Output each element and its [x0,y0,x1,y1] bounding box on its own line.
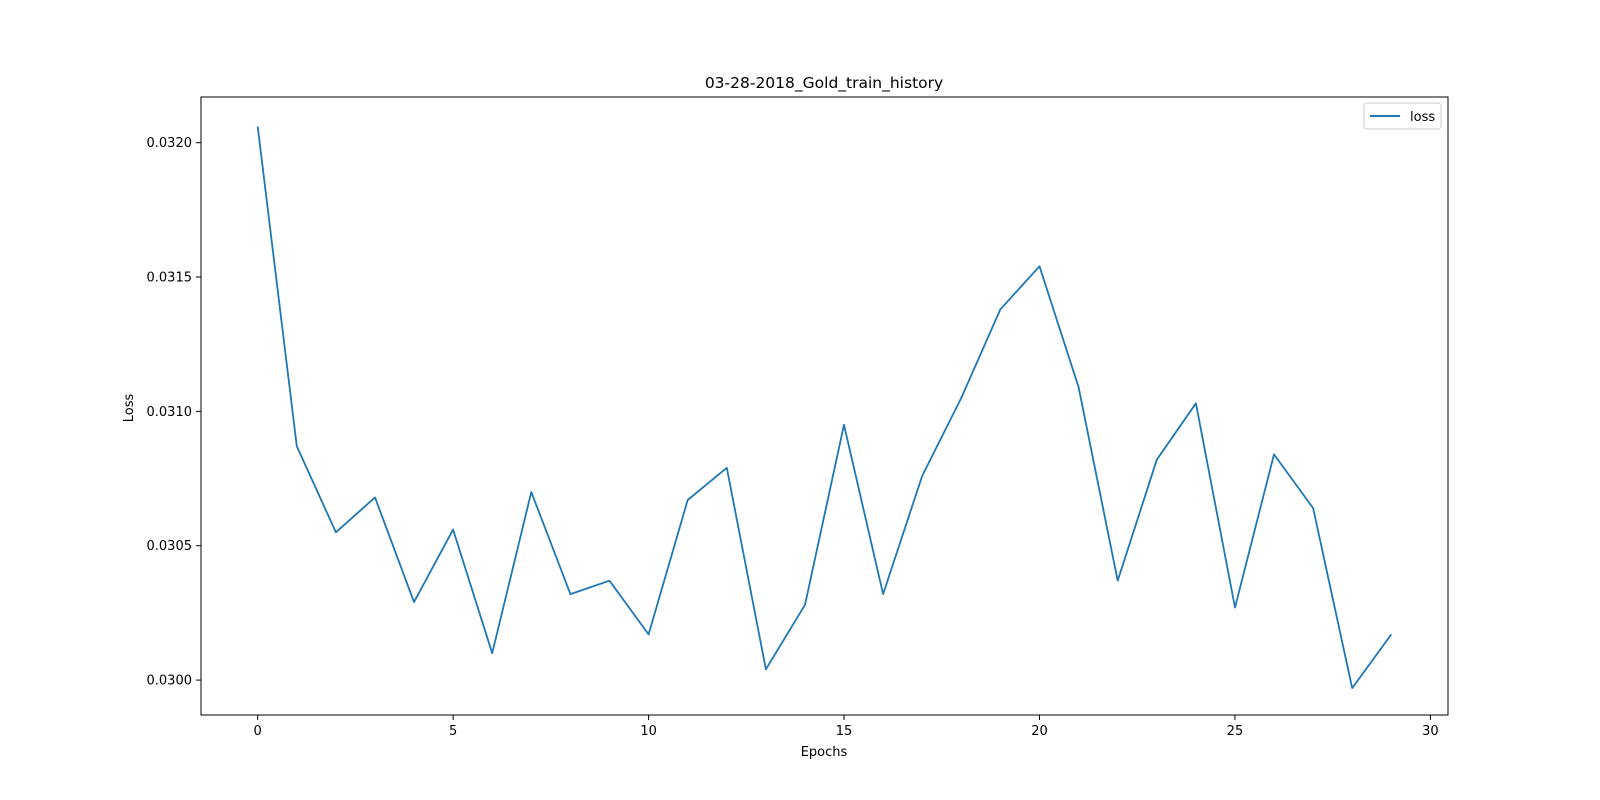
x-tick-label: 10 [640,724,657,739]
x-tick-label: 30 [1422,724,1439,739]
series-layer [256,126,1393,689]
x-tick-label: 20 [1031,724,1048,739]
axis-ticks: 0 5 10 15 20 25 30 0.0300 0.0305 0.0310 0.0315 0.03… [147,136,1439,739]
y-tick-label: 0.0320 [147,136,193,151]
x-tick-label: 5 [449,724,457,739]
x-axis-label: Epochs [801,745,848,760]
y-axis-label: Loss [122,394,137,423]
series-line-loss [256,126,1393,689]
y-tick-label: 0.0310 [147,405,193,420]
x-tick-label: 15 [836,724,853,739]
legend-label: loss [1410,110,1435,125]
y-tick-label: 0.0315 [147,271,193,286]
legend-box [1363,102,1442,130]
plot-frame [200,96,1449,716]
y-tick-label: 0.0300 [147,674,193,689]
legend: loss [1363,102,1442,130]
x-tick-label: 0 [254,724,262,739]
x-tick-label: 25 [1227,724,1244,739]
chart-title: 03-28-2018_Gold_train_history [705,74,943,93]
y-tick-label: 0.0305 [147,539,193,554]
